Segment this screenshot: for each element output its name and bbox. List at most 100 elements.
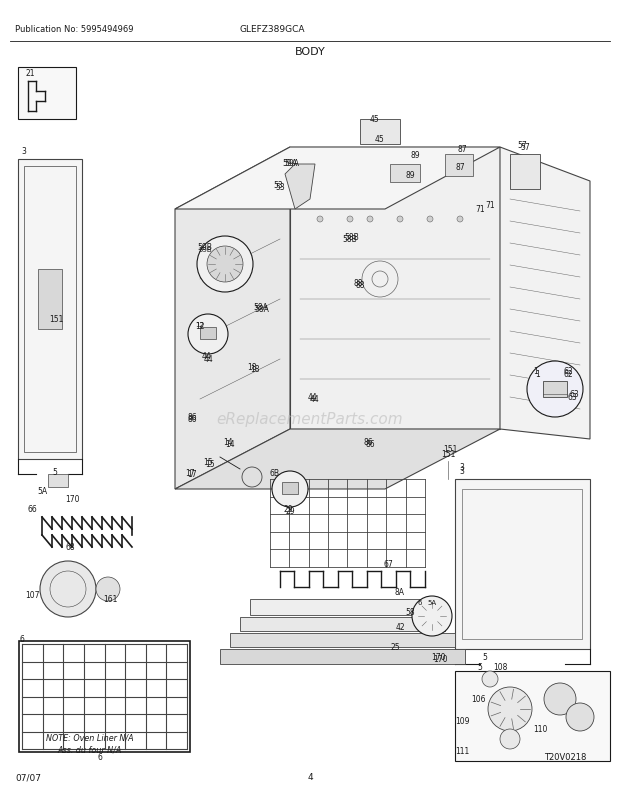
- Text: 88: 88: [353, 278, 363, 287]
- Text: 58B: 58B: [345, 233, 360, 242]
- Text: 62: 62: [563, 367, 573, 376]
- Text: 3: 3: [459, 467, 464, 476]
- Text: 44: 44: [310, 395, 320, 404]
- Text: 45: 45: [375, 136, 385, 144]
- Polygon shape: [240, 618, 445, 631]
- Text: Ass. du four N/A: Ass. du four N/A: [58, 744, 122, 754]
- Polygon shape: [38, 269, 62, 330]
- Text: 89: 89: [410, 150, 420, 160]
- Text: 3: 3: [459, 463, 464, 472]
- Bar: [455, 671, 610, 761]
- Polygon shape: [500, 148, 590, 439]
- Polygon shape: [175, 148, 290, 489]
- Bar: [543, 382, 567, 398]
- Text: 12: 12: [195, 322, 205, 327]
- Text: 45: 45: [370, 115, 380, 124]
- Text: 170: 170: [433, 654, 447, 664]
- Bar: [445, 155, 473, 176]
- Text: BODY: BODY: [294, 47, 326, 57]
- Polygon shape: [175, 429, 500, 489]
- Bar: [282, 482, 298, 494]
- Text: 58A: 58A: [254, 303, 268, 312]
- Text: 14: 14: [225, 440, 235, 449]
- Circle shape: [566, 703, 594, 731]
- Circle shape: [488, 687, 532, 731]
- Text: 59B: 59B: [198, 243, 213, 252]
- Circle shape: [40, 561, 96, 618]
- Polygon shape: [455, 480, 590, 649]
- Circle shape: [482, 671, 498, 687]
- Text: GLEFZ389GCA: GLEFZ389GCA: [240, 26, 306, 34]
- Circle shape: [544, 683, 576, 715]
- Text: 6: 6: [20, 634, 24, 644]
- Text: 8A: 8A: [395, 588, 405, 597]
- Circle shape: [412, 596, 452, 636]
- Text: 4: 4: [307, 772, 313, 781]
- Text: 59A: 59A: [283, 158, 298, 168]
- Bar: [18, 68, 76, 119]
- Text: T20V0218: T20V0218: [544, 752, 586, 762]
- Polygon shape: [175, 148, 500, 210]
- Text: 29: 29: [283, 505, 293, 514]
- Text: 87: 87: [455, 164, 465, 172]
- Text: 151: 151: [443, 445, 457, 454]
- Text: 151: 151: [49, 315, 63, 324]
- Text: 5: 5: [482, 653, 487, 662]
- Text: 5: 5: [53, 468, 58, 477]
- Text: 44: 44: [308, 393, 318, 402]
- Text: 106: 106: [471, 695, 485, 703]
- Polygon shape: [230, 634, 455, 647]
- Text: 1: 1: [534, 367, 538, 376]
- Circle shape: [427, 217, 433, 223]
- Text: 89: 89: [405, 170, 415, 180]
- Text: 44: 44: [203, 355, 213, 364]
- Circle shape: [207, 247, 243, 282]
- Text: 107: 107: [25, 591, 39, 600]
- Text: 25: 25: [390, 642, 400, 652]
- Polygon shape: [290, 148, 500, 429]
- Text: 18: 18: [247, 363, 257, 372]
- Text: 53: 53: [273, 181, 283, 190]
- Circle shape: [367, 217, 373, 223]
- Text: 59B: 59B: [198, 247, 212, 253]
- Circle shape: [457, 217, 463, 223]
- Text: 29: 29: [285, 506, 295, 515]
- Text: 87: 87: [457, 145, 467, 154]
- Text: 12: 12: [195, 322, 205, 331]
- Bar: [390, 164, 420, 183]
- Bar: [19, 642, 190, 752]
- Text: 42: 42: [395, 622, 405, 632]
- Text: 86: 86: [363, 438, 373, 447]
- Polygon shape: [285, 164, 315, 210]
- Text: 53: 53: [275, 184, 285, 192]
- Text: 151: 151: [441, 450, 455, 459]
- Text: 21: 21: [25, 70, 35, 79]
- Text: 5: 5: [477, 662, 482, 671]
- Polygon shape: [18, 160, 82, 460]
- Text: 6: 6: [97, 752, 102, 762]
- Text: 58A: 58A: [255, 305, 270, 314]
- Text: 5A: 5A: [37, 487, 47, 496]
- Text: 14: 14: [223, 438, 233, 447]
- Polygon shape: [220, 649, 465, 664]
- Text: 6B: 6B: [270, 469, 280, 478]
- Text: 63: 63: [567, 393, 577, 402]
- Text: 170: 170: [431, 653, 445, 662]
- Text: 5A: 5A: [427, 599, 436, 606]
- Bar: [360, 119, 400, 145]
- Text: 07/07: 07/07: [15, 772, 41, 781]
- Polygon shape: [250, 599, 435, 615]
- Text: 3: 3: [22, 148, 27, 156]
- Text: 62: 62: [563, 370, 573, 379]
- Text: NOTE: Oven Liner N/A: NOTE: Oven Liner N/A: [46, 732, 134, 742]
- Text: 67: 67: [383, 560, 393, 569]
- Text: 17: 17: [187, 470, 197, 479]
- Circle shape: [272, 472, 308, 508]
- Circle shape: [96, 577, 120, 602]
- Text: 58B: 58B: [343, 235, 357, 244]
- Text: 170: 170: [64, 495, 79, 504]
- Circle shape: [197, 237, 253, 293]
- Text: 71: 71: [485, 200, 495, 209]
- Text: 110: 110: [533, 724, 547, 734]
- Text: 44: 44: [202, 352, 212, 361]
